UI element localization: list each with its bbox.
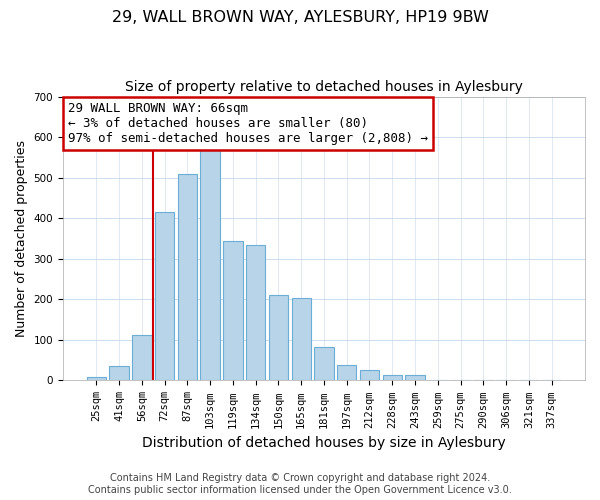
Bar: [337, 365, 356, 380]
Bar: [155, 212, 174, 380]
Bar: [406, 375, 425, 380]
Bar: [86, 377, 106, 380]
Bar: [109, 366, 129, 380]
Bar: [246, 246, 265, 380]
Bar: [200, 147, 220, 380]
Bar: [292, 298, 311, 380]
Bar: [269, 296, 288, 380]
Text: 29 WALL BROWN WAY: 66sqm
← 3% of detached houses are smaller (80)
97% of semi-de: 29 WALL BROWN WAY: 66sqm ← 3% of detache…: [68, 102, 428, 145]
X-axis label: Distribution of detached houses by size in Aylesbury: Distribution of detached houses by size …: [142, 436, 506, 450]
Text: Contains HM Land Registry data © Crown copyright and database right 2024.
Contai: Contains HM Land Registry data © Crown c…: [88, 474, 512, 495]
Bar: [178, 174, 197, 380]
Bar: [383, 375, 402, 380]
Y-axis label: Number of detached properties: Number of detached properties: [15, 140, 28, 337]
Bar: [360, 370, 379, 380]
Bar: [132, 334, 152, 380]
Text: 29, WALL BROWN WAY, AYLESBURY, HP19 9BW: 29, WALL BROWN WAY, AYLESBURY, HP19 9BW: [112, 10, 488, 25]
Title: Size of property relative to detached houses in Aylesbury: Size of property relative to detached ho…: [125, 80, 523, 94]
Bar: [223, 240, 242, 380]
Bar: [314, 347, 334, 380]
